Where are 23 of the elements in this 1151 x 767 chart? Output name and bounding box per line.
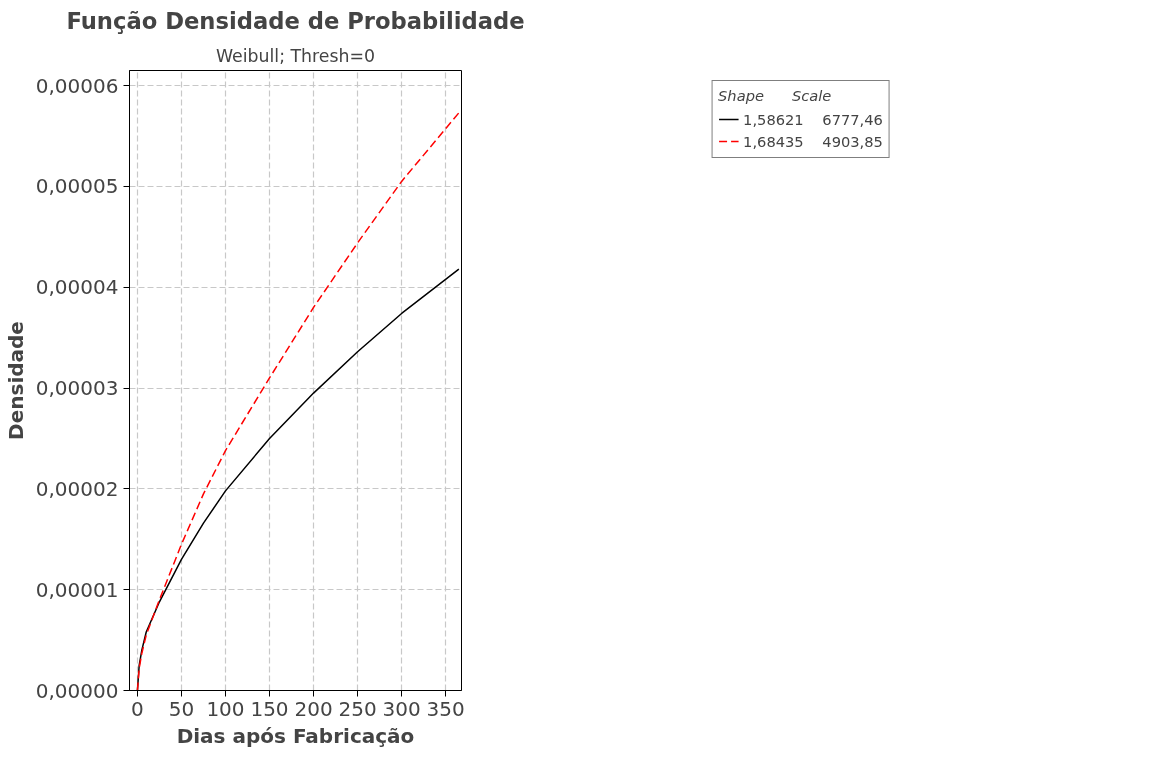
legend-title: Shape Scale bbox=[718, 87, 833, 104]
y-tick-label: 0,00001 bbox=[35, 577, 119, 602]
chart-subtitle: Weibull; Thresh=0 bbox=[215, 45, 376, 66]
x-tick-label: 0 bbox=[131, 696, 144, 721]
y-tick-label: 0,00003 bbox=[35, 376, 119, 401]
x-tick-label: 200 bbox=[294, 696, 333, 721]
legend-label: 1,68435 4903,85 bbox=[743, 132, 883, 150]
x-tick-label: 150 bbox=[250, 696, 289, 721]
x-axis-title: Dias após Fabricação bbox=[176, 723, 415, 748]
x-tick-label: 300 bbox=[382, 696, 421, 721]
y-tick-label: 0,00002 bbox=[35, 476, 119, 501]
y-tick-label: 0,00000 bbox=[35, 678, 119, 703]
x-tick-label: 50 bbox=[168, 696, 195, 721]
y-tick-label: 0,00005 bbox=[35, 174, 119, 199]
y-tick-label: 0,00006 bbox=[35, 73, 119, 98]
legend-label: 1,58621 6777,46 bbox=[743, 110, 883, 128]
x-tick-label: 350 bbox=[426, 696, 465, 721]
x-tick-label: 250 bbox=[338, 696, 377, 721]
chart-title: Função Densidade de Probabilidade bbox=[66, 7, 525, 34]
y-tick-label: 0,00004 bbox=[35, 275, 119, 300]
y-axis-title: Densidade bbox=[3, 321, 28, 440]
x-tick-label: 100 bbox=[206, 696, 245, 721]
line-series bbox=[136, 112, 460, 691]
